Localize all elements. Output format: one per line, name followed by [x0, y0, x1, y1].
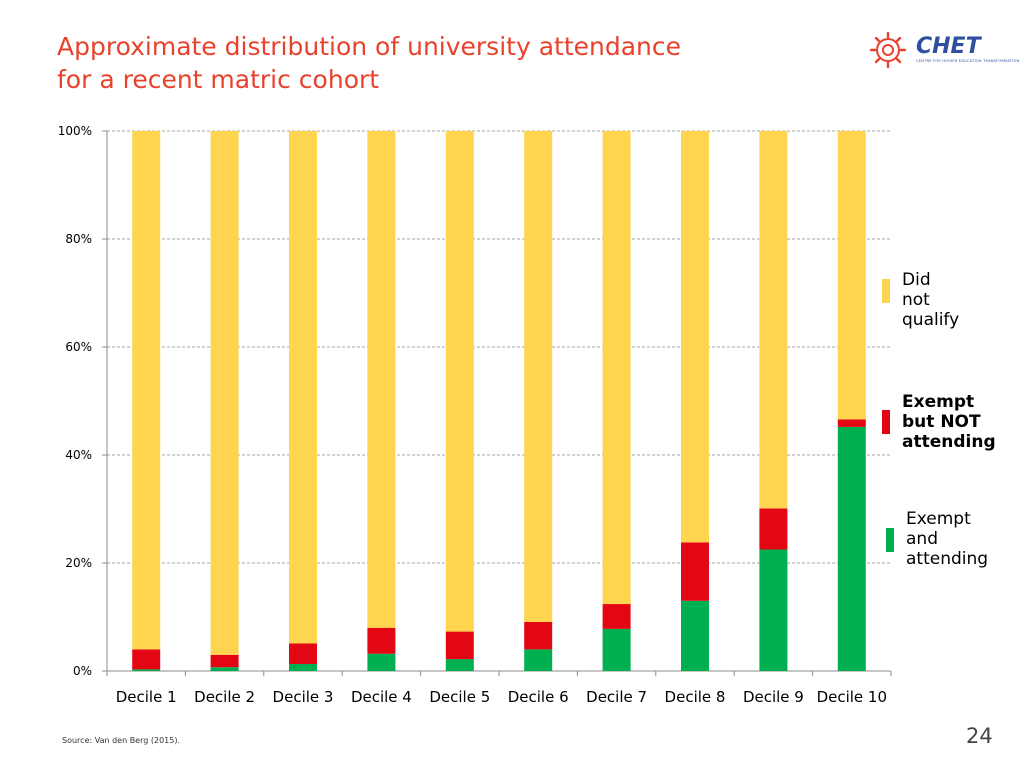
x-tick-label-decile-1: Decile 1: [116, 688, 177, 706]
bar-did-not-qualify-decile-4: [367, 131, 396, 628]
bar-did-not-qualify-decile-1: [132, 131, 161, 650]
x-tick-label-decile-9: Decile 9: [743, 688, 804, 706]
bar-exempt-but-not-attending-decile-8: [681, 542, 709, 601]
sun-gear-icon: [869, 31, 907, 69]
bar-did-not-qualify-decile-5: [445, 131, 474, 632]
x-tick-labels: Decile 1 Decile 2 Decile 3 Decile 4 Decile 5…: [116, 688, 887, 706]
bar-exempt-but-not-attending-decile-6: [524, 621, 553, 650]
bar-exempt-and-attending-decile-8: [681, 600, 709, 671]
legend-label-exempt-attending: Exempt and attending: [906, 509, 989, 569]
y-tick-label: 40%: [65, 448, 92, 462]
bar-did-not-qualify-decile-6: [524, 131, 553, 622]
logo-wordmark: CHET: [916, 34, 981, 59]
bar-did-not-qualify-decile-2: [210, 131, 239, 655]
page-title: Approximate distribution of university a…: [57, 30, 681, 96]
bars: [132, 131, 866, 671]
page-title-line-2: for a recent matric cohort: [57, 65, 380, 94]
y-tick-labels: 0% 20% 40% 60% 80% 100%: [58, 124, 92, 678]
chet-logo: CHET CENTRE FOR HIGHER EDUCATION TRANSFO…: [868, 28, 1020, 72]
bar-exempt-but-not-attending-decile-3: [289, 643, 317, 664]
bar-exempt-and-attending-decile-9: [759, 549, 788, 671]
bar-did-not-qualify-decile-3: [289, 131, 317, 644]
y-tick-label: 0%: [73, 664, 92, 678]
page-title-line-1: Approximate distribution of university a…: [57, 32, 682, 61]
bar-exempt-but-not-attending-decile-7: [602, 604, 631, 629]
bar-did-not-qualify-decile-8: [681, 131, 709, 543]
y-tick-label: 20%: [65, 556, 92, 570]
source-note: Source: Van den Berg (2015).: [62, 736, 181, 745]
bar-exempt-and-attending-decile-7: [602, 628, 631, 671]
bar-exempt-and-attending-decile-1: [132, 669, 161, 671]
bar-exempt-and-attending-decile-3: [289, 663, 317, 671]
bar-exempt-but-not-attending-decile-2: [210, 654, 239, 668]
x-tick-label-decile-4: Decile 4: [351, 688, 412, 706]
bar-exempt-but-not-attending-decile-1: [132, 649, 161, 670]
bar-exempt-and-attending-decile-2: [210, 667, 239, 671]
bar-exempt-and-attending-decile-10: [837, 426, 866, 671]
x-tick-label-decile-10: Decile 10: [817, 688, 887, 706]
legend-swatch-exempt-attending: [886, 528, 894, 552]
bar-exempt-and-attending-decile-6: [524, 649, 553, 671]
legend-swatch-did-not-qualify: [882, 279, 890, 303]
bar-exempt-and-attending-decile-4: [367, 653, 396, 671]
bar-exempt-but-not-attending-decile-5: [445, 631, 474, 660]
bar-exempt-but-not-attending-decile-10: [837, 419, 866, 427]
x-tick-label-decile-2: Decile 2: [194, 688, 255, 706]
bar-did-not-qualify-decile-9: [759, 131, 788, 509]
bar-did-not-qualify-decile-7: [602, 131, 631, 605]
logo-tagline: CENTRE FOR HIGHER EDUCATION TRANSFORMATI…: [916, 59, 1020, 63]
x-tick-label-decile-3: Decile 3: [273, 688, 334, 706]
legend-swatch-exempt-not-attending: [882, 410, 890, 434]
page-number: 24: [966, 724, 993, 748]
x-tick-label-decile-6: Decile 6: [508, 688, 569, 706]
y-tick-label: 80%: [65, 232, 92, 246]
legend-label-did-not-qualify: Did not qualify: [902, 270, 960, 330]
bar-exempt-but-not-attending-decile-4: [367, 627, 396, 654]
bar-exempt-but-not-attending-decile-9: [759, 508, 788, 550]
x-tick-label-decile-5: Decile 5: [429, 688, 490, 706]
y-tick-label: 60%: [65, 340, 92, 354]
y-tick-label: 100%: [58, 124, 92, 138]
bar-exempt-and-attending-decile-5: [445, 659, 474, 671]
legend-label-exempt-not-attending: Exempt but NOT attending: [902, 392, 996, 452]
x-tick-label-decile-8: Decile 8: [665, 688, 726, 706]
x-tick-label-decile-7: Decile 7: [586, 688, 647, 706]
bar-did-not-qualify-decile-10: [837, 131, 866, 420]
